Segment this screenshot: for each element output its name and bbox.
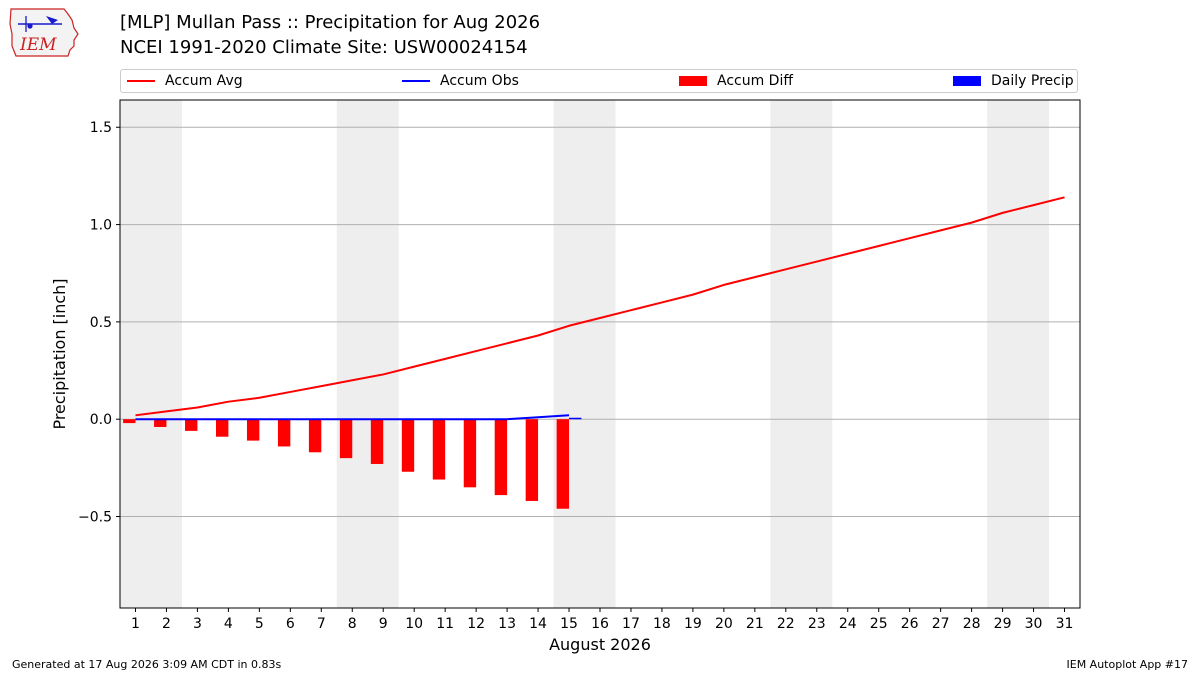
accum-diff-bar xyxy=(494,419,508,496)
accum-diff-bar xyxy=(463,419,477,488)
generated-timestamp: Generated at 17 Aug 2026 3:09 AM CDT in … xyxy=(12,658,282,671)
x-tick-label: 5 xyxy=(255,616,264,632)
x-tick-label: 27 xyxy=(932,616,950,632)
x-tick-label: 23 xyxy=(808,616,826,632)
weekend-band-1 xyxy=(120,100,182,608)
accum-diff-bar xyxy=(185,419,198,431)
app-label: IEM Autoplot App #17 xyxy=(1066,658,1189,671)
legend-label: Accum Obs xyxy=(440,73,519,89)
accum-diff-bars xyxy=(123,417,582,509)
y-tick-label: 0.0 xyxy=(90,412,112,428)
x-tick-label: 13 xyxy=(498,616,516,632)
legend-item-accum-diff: Accum Diff xyxy=(679,73,793,89)
x-tick-label: 21 xyxy=(746,616,764,632)
x-tick-label: 19 xyxy=(684,616,702,632)
svg-text:IEM: IEM xyxy=(19,35,57,55)
x-tick-label: 30 xyxy=(1025,616,1043,632)
y-tick-label: 0.5 xyxy=(90,315,112,331)
accum-diff-bar xyxy=(277,419,291,447)
accum-diff-bar xyxy=(370,419,384,464)
accum-diff-bar xyxy=(401,419,415,472)
y-axis-label: Precipitation [inch] xyxy=(50,278,69,429)
x-axis: 1 2 3 4 5 6 7 8 9 10 11 12 13 14 15 16 17 18 19 20 21 22 23 24 2… xyxy=(131,608,1073,632)
daily-precip-bar xyxy=(569,417,582,420)
legend-item-accum-obs: Accum Obs xyxy=(402,73,519,89)
chart-subtitle: NCEI 1991-2020 Climate Site: USW00024154 xyxy=(120,37,528,58)
x-axis-label: August 2026 xyxy=(549,635,651,654)
x-tick-label: 25 xyxy=(870,616,888,632)
x-tick-label: 22 xyxy=(777,616,795,632)
accum-diff-bar xyxy=(216,419,229,437)
accum-diff-bar xyxy=(525,419,539,501)
y-tick-label: −0.5 xyxy=(78,510,112,526)
accum-diff-bar xyxy=(246,419,260,441)
x-tick-label: 8 xyxy=(348,616,357,632)
legend-swatch-accum-avg xyxy=(127,80,155,82)
y-tick-label: 1.5 xyxy=(90,120,112,136)
x-tick-label: 12 xyxy=(467,616,485,632)
weekend-band-5 xyxy=(987,100,1050,608)
x-tick-label: 10 xyxy=(405,616,423,632)
accum-diff-bar xyxy=(308,419,322,453)
y-tick-label: 1.0 xyxy=(90,218,112,234)
y-axis: −0.5 0.0 0.5 1.0 1.5 xyxy=(78,120,120,526)
x-tick-label: 18 xyxy=(653,616,671,632)
x-tick-label: 11 xyxy=(436,616,454,632)
x-tick-label: 31 xyxy=(1056,616,1074,632)
x-tick-label: 16 xyxy=(591,616,609,632)
accum-diff-bar xyxy=(123,419,136,424)
legend-label: Accum Diff xyxy=(717,73,794,89)
x-tick-label: 28 xyxy=(963,616,981,632)
x-tick-label: 26 xyxy=(901,616,919,632)
x-tick-label: 6 xyxy=(286,616,295,632)
legend-swatch-daily-precip xyxy=(953,76,981,86)
x-tick-label: 29 xyxy=(994,616,1012,632)
legend-item-accum-avg: Accum Avg xyxy=(127,73,243,89)
legend-label: Daily Precip xyxy=(991,73,1074,89)
accum-avg-line xyxy=(135,196,1065,417)
legend: Accum Avg Accum Obs Accum Diff Daily Pre… xyxy=(120,69,1078,93)
legend-label: Accum Avg xyxy=(165,73,243,89)
accum-diff-bar xyxy=(339,419,353,459)
weekend-band-2 xyxy=(336,100,399,608)
x-tick-label: 2 xyxy=(162,616,171,632)
x-tick-label: 20 xyxy=(715,616,733,632)
weekend-band-4 xyxy=(770,100,833,608)
iem-logo: IEM xyxy=(8,6,80,58)
x-tick-label: 15 xyxy=(560,616,578,632)
accum-obs-line xyxy=(135,414,570,421)
legend-item-daily-precip: Daily Precip xyxy=(953,73,1074,89)
x-tick-label: 4 xyxy=(224,616,233,632)
legend-swatch-accum-obs xyxy=(402,80,430,82)
weekend-band-3 xyxy=(553,100,616,608)
x-tick-label: 17 xyxy=(622,616,640,632)
x-tick-label: 7 xyxy=(317,616,326,632)
chart-title: [MLP] Mullan Pass :: Precipitation for A… xyxy=(120,12,541,33)
legend-swatch-accum-diff xyxy=(679,76,707,86)
accum-diff-bar xyxy=(154,419,167,427)
accum-diff-bar xyxy=(432,419,446,480)
x-tick-label: 14 xyxy=(529,616,547,632)
weekend-shading xyxy=(120,100,1050,608)
x-tick-label: 24 xyxy=(839,616,857,632)
x-tick-label: 3 xyxy=(193,616,202,632)
accum-diff-bar xyxy=(556,419,570,509)
x-tick-label: 9 xyxy=(379,616,388,632)
x-tick-label: 1 xyxy=(131,616,140,632)
series-lines xyxy=(135,196,1065,421)
